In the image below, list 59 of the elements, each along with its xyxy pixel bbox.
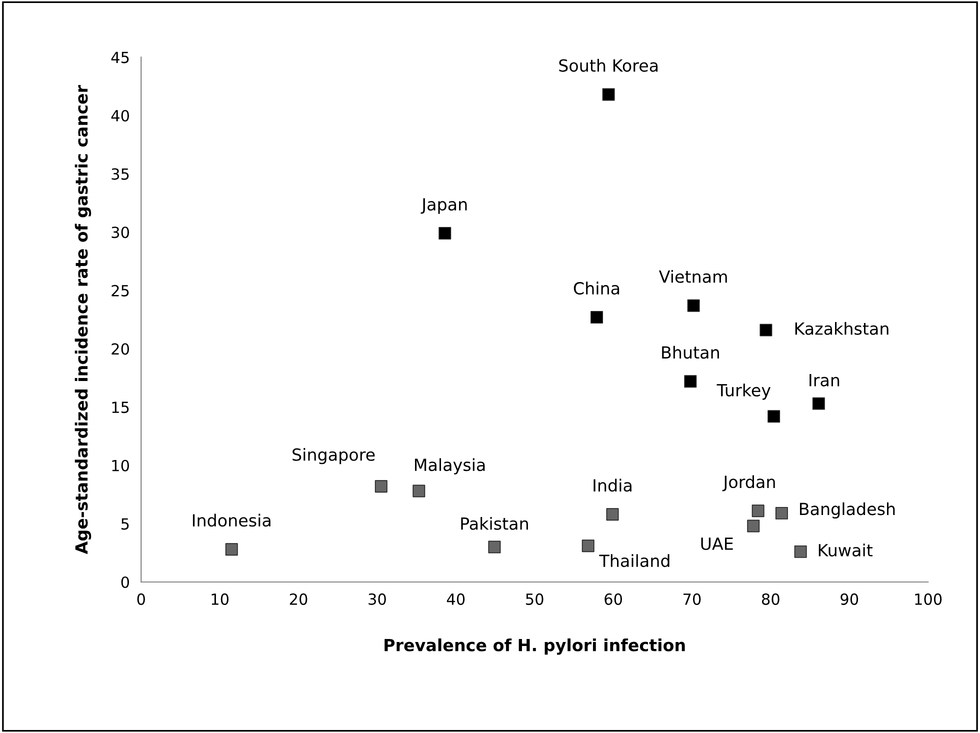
annotation: Japan <box>420 198 467 214</box>
annotation: China <box>574 282 620 295</box>
y-tick-label: 15 <box>112 402 129 414</box>
y-tick-label: 45 <box>111 52 129 64</box>
point <box>590 311 603 324</box>
y-axis-title: Age-standardized incidence rate of gastric cancer <box>74 85 92 554</box>
annotation: UAE <box>701 538 733 550</box>
annotation: Kuwait <box>818 544 873 557</box>
annotation: Malaysia <box>414 458 485 474</box>
x-tick-label: 90 <box>840 593 858 605</box>
x-tick-label: 0 <box>137 593 145 605</box>
point <box>768 410 780 423</box>
annotation: Singapore <box>292 448 375 464</box>
annotation: Vietnam <box>658 270 727 283</box>
point <box>687 299 700 312</box>
annotation: Thailand <box>599 554 670 568</box>
y-tick-label: 40 <box>111 110 129 122</box>
y-tick-label: 30 <box>112 226 129 238</box>
y-tick-label: 35 <box>112 168 129 180</box>
y-tick-label: 20 <box>112 343 129 355</box>
point <box>374 480 388 493</box>
x-tick-label: 80 <box>762 593 780 605</box>
x-tick-label: 20 <box>290 593 308 605</box>
x-axis-title: Prevalence of H. pylori infection <box>384 638 685 655</box>
y-tick-label: 0 <box>121 576 129 588</box>
annotation: Pakistan <box>461 516 528 530</box>
y-tick-label: 10 <box>112 460 129 472</box>
annotation: Bangladesh <box>800 502 895 518</box>
x-tick-label: 50 <box>526 593 544 605</box>
point <box>225 543 238 556</box>
point <box>752 504 764 518</box>
x-tick-label: 30 <box>368 593 386 605</box>
x-tick-label: 60 <box>604 593 622 605</box>
point <box>412 484 426 498</box>
point <box>684 375 697 388</box>
point <box>747 520 760 532</box>
annotation: Kazakhstan <box>795 322 888 335</box>
annotation: India <box>594 478 632 492</box>
point <box>582 540 594 552</box>
point <box>606 508 619 521</box>
y-tick-label: 25 <box>112 284 129 296</box>
point <box>812 397 825 410</box>
annotation: Iran <box>810 374 840 386</box>
point <box>602 88 615 101</box>
annotation: Bhutan <box>662 346 719 359</box>
annotation: Indonesia <box>192 514 270 527</box>
annotation: Turkey <box>716 384 771 400</box>
point <box>775 506 788 520</box>
x-tick-label: 10 <box>212 593 229 605</box>
point <box>488 540 501 554</box>
x-tick-label: 70 <box>684 593 701 605</box>
annotation: Jordan <box>722 475 775 492</box>
x-tick-label: 100 <box>915 593 942 605</box>
point <box>760 324 772 336</box>
x-tick-label: 40 <box>446 593 465 605</box>
annotation: South Korea <box>559 58 658 72</box>
point <box>794 545 807 558</box>
y-tick-label: 5 <box>121 518 129 530</box>
point <box>438 227 452 240</box>
